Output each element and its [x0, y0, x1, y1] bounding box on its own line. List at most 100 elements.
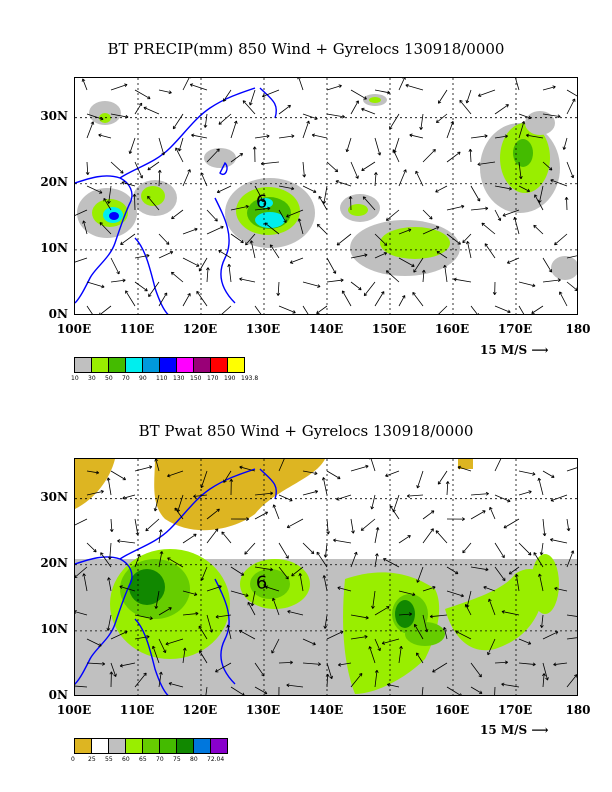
wind-vector [182, 590, 198, 596]
wind-vector [134, 672, 147, 688]
wind-vector [419, 113, 424, 131]
wind-vector [542, 470, 555, 478]
wind-vector [158, 671, 163, 688]
wind-vector [398, 257, 415, 267]
wind-vector [278, 305, 296, 314]
wind-vector [227, 263, 232, 283]
wind-vector [398, 612, 413, 617]
wind-vector [200, 172, 208, 187]
wind-vector [371, 590, 376, 609]
colorbar-label: 110 [156, 375, 168, 382]
wind-vector [374, 606, 390, 616]
colorbar-label: 55 [105, 756, 113, 763]
wind-vector [254, 686, 268, 695]
wind-vector [75, 610, 88, 616]
wind-vector [363, 281, 376, 297]
wind-vector [398, 535, 411, 544]
wind-vector [254, 206, 271, 211]
wind-vector [247, 601, 256, 616]
wind-vector [457, 465, 472, 472]
wind-vector [405, 83, 424, 91]
wind-vector [515, 78, 520, 91]
wind-vector [134, 465, 153, 472]
wind-vector [494, 305, 511, 314]
wind-vector [218, 113, 232, 125]
wind-vector [374, 291, 385, 307]
wind-vector [215, 614, 232, 619]
wind-vector [121, 181, 136, 187]
wind-vector [442, 626, 448, 640]
wind-vector [470, 662, 482, 678]
wind-vector [446, 233, 461, 245]
wind-vector [147, 161, 160, 171]
wind-vector [335, 179, 352, 187]
wind-vector [302, 305, 309, 314]
wind-vector [542, 113, 561, 119]
wind-vector [182, 227, 198, 235]
wind-vector [147, 195, 160, 211]
wind-vector [422, 614, 429, 633]
wind-vector [110, 257, 120, 275]
wind-vector [518, 113, 532, 120]
wind-vector [86, 542, 97, 553]
wind-vector [230, 204, 249, 211]
wind-vector [566, 98, 576, 115]
wind-vector [297, 218, 304, 235]
wind-vector [350, 253, 368, 259]
lon-label: 170E [497, 322, 533, 336]
wind-vector [350, 100, 359, 115]
wind-vector [250, 590, 256, 607]
colorbar-label: 150 [190, 375, 202, 382]
wind-vector [153, 494, 160, 512]
wind-vector [350, 614, 369, 620]
wind-vector [278, 209, 287, 223]
wind-vector [182, 533, 197, 544]
wind-vector [326, 630, 344, 640]
wind-vector [316, 305, 328, 314]
wind-vector [226, 624, 232, 640]
wind-vector [167, 557, 184, 568]
wind-vector [416, 652, 424, 664]
lon-label: 180 [565, 322, 591, 336]
wind-vector [464, 603, 472, 616]
wind-vector [468, 148, 473, 163]
wind-vector [470, 134, 488, 139]
panel2-storm-markers: 6 [256, 573, 267, 594]
wind-vector [373, 172, 378, 187]
wind-vector [86, 121, 95, 139]
panel2-wind-vectors [75, 459, 577, 695]
wind-vector [382, 558, 400, 568]
wind-vector [374, 669, 379, 688]
wind-vector [223, 470, 232, 483]
wind-vector [108, 542, 112, 560]
wind-vector [374, 638, 381, 652]
wind-vector [119, 662, 136, 668]
panel1-map: 6 [74, 77, 578, 315]
colorbar-swatch [108, 738, 126, 754]
wind-vector [244, 542, 256, 555]
wind-vector [350, 635, 368, 640]
wind-vector [158, 137, 166, 156]
colorbar-swatch [91, 738, 109, 754]
wind-vector [206, 614, 214, 633]
wind-vector [412, 291, 424, 307]
wind-vector [389, 113, 400, 130]
wind-vector [134, 89, 151, 100]
wind-vector [245, 233, 256, 246]
panel2-gridlines [75, 459, 577, 695]
wind-vector [421, 686, 424, 695]
wind-vector [470, 566, 489, 572]
lon-label: 150E [371, 322, 407, 336]
wind-vector [254, 511, 269, 520]
wind-vector [134, 253, 150, 259]
wind-vector [252, 146, 257, 163]
wind-vector [238, 629, 256, 640]
lat-label: 30N [40, 489, 68, 504]
wind-vector [218, 250, 232, 259]
wind-vector [409, 133, 424, 139]
wind-vector [110, 662, 117, 677]
colorbar-label: 60 [122, 756, 130, 763]
wind-vector [398, 228, 412, 235]
wind-vector [86, 489, 104, 496]
lon-label: 150E [371, 703, 407, 717]
